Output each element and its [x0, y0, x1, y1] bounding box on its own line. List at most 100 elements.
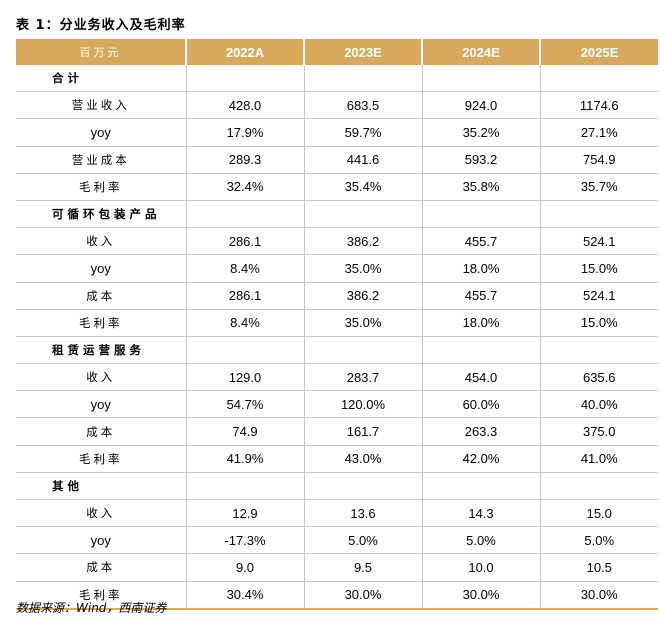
empty-cell [186, 65, 305, 93]
value-cell: 15.0% [540, 254, 658, 283]
table-row: yoy 17.9% 59.7% 35.2% 27.1% [16, 118, 658, 147]
section-title: 其他 [16, 472, 187, 501]
value-cell: 18.0% [422, 309, 541, 337]
source-note: 数据来源：Wind，西南证券 [16, 601, 167, 615]
table-row: yoy 8.4% 35.0% 18.0% 15.0% [16, 254, 658, 283]
value-cell: 161.7 [304, 417, 423, 446]
empty-cell [422, 65, 541, 93]
empty-cell [186, 336, 305, 365]
row-label: 营业收入 [16, 91, 187, 120]
table-row: 毛利率 32.4% 35.4% 35.8% 35.7% [16, 173, 658, 201]
table-row: 营业收入 428.0 683.5 924.0 1174.6 [16, 91, 658, 120]
value-cell: 13.6 [304, 499, 423, 528]
value-cell: 74.9 [186, 417, 305, 446]
value-cell: 454.0 [422, 363, 541, 392]
header-row: 百万元 2022A 2023E 2024E 2025E [16, 39, 658, 65]
row-label: yoy [16, 254, 187, 283]
value-cell: 40.0% [540, 390, 658, 419]
table-header: 百万元 2022A 2023E 2024E 2025E [16, 39, 658, 65]
header-year: 2023E [304, 39, 423, 65]
empty-cell [304, 200, 423, 229]
value-cell: 15.0% [540, 309, 658, 337]
value-cell: 8.4% [186, 254, 305, 283]
empty-cell [540, 472, 658, 501]
empty-cell [540, 200, 658, 229]
value-cell: 441.6 [304, 146, 423, 174]
value-cell: 30.0% [540, 581, 658, 610]
value-cell: 375.0 [540, 417, 658, 446]
empty-cell [186, 472, 305, 501]
value-cell: 924.0 [422, 91, 541, 120]
empty-cell [540, 65, 658, 93]
empty-cell [304, 65, 423, 93]
row-label: 收入 [16, 363, 187, 392]
value-cell: 35.7% [540, 173, 658, 201]
value-cell: 683.5 [304, 91, 423, 120]
value-cell: 455.7 [422, 227, 541, 256]
value-cell: 635.6 [540, 363, 658, 392]
value-cell: 15.0 [540, 499, 658, 528]
value-cell: 386.2 [304, 227, 423, 256]
value-cell: 17.9% [186, 118, 305, 147]
value-cell: 5.0% [540, 526, 658, 555]
value-cell: 12.9 [186, 499, 305, 528]
value-cell: 386.2 [304, 282, 423, 310]
section-row: 租赁运营服务 [16, 336, 658, 365]
header-unit: 百万元 [16, 39, 187, 65]
value-cell: 18.0% [422, 254, 541, 283]
value-cell: 54.7% [186, 390, 305, 419]
value-cell: 41.9% [186, 445, 305, 473]
header-year: 2025E [540, 39, 658, 65]
value-cell: 129.0 [186, 363, 305, 392]
value-cell: 59.7% [304, 118, 423, 147]
value-cell: 30.0% [422, 581, 541, 610]
empty-cell [422, 472, 541, 501]
table-row: 毛利率 8.4% 35.0% 18.0% 15.0% [16, 309, 658, 337]
table-row: 收入 286.1 386.2 455.7 524.1 [16, 227, 658, 256]
row-label: 毛利率 [16, 173, 187, 201]
value-cell: 35.8% [422, 173, 541, 201]
value-cell: 524.1 [540, 227, 658, 256]
value-cell: 593.2 [422, 146, 541, 174]
value-cell: 283.7 [304, 363, 423, 392]
financial-table: 百万元 2022A 2023E 2024E 2025E 合计 营业收入 428.0 6… [16, 39, 658, 610]
value-cell: 286.1 [186, 282, 305, 310]
row-label: 收入 [16, 499, 187, 528]
header-year: 2022A [186, 39, 305, 65]
table-row: 成本 74.9 161.7 263.3 375.0 [16, 417, 658, 446]
value-cell: 120.0% [304, 390, 423, 419]
value-cell: 263.3 [422, 417, 541, 446]
value-cell: 35.4% [304, 173, 423, 201]
table-row: 毛利率 30.4% 30.0% 30.0% 30.0% [16, 581, 658, 610]
section-title: 可循环包装产品 [16, 200, 187, 229]
row-label: 收入 [16, 227, 187, 256]
value-cell: 286.1 [186, 227, 305, 256]
value-cell: 43.0% [304, 445, 423, 473]
empty-cell [422, 336, 541, 365]
value-cell: 32.4% [186, 173, 305, 201]
table-row: yoy -17.3% 5.0% 5.0% 5.0% [16, 526, 658, 555]
row-label: 毛利率 [16, 445, 187, 473]
row-label: 毛利率 [16, 309, 187, 337]
section-title: 合计 [16, 65, 187, 93]
value-cell: 289.3 [186, 146, 305, 174]
row-label: 成本 [16, 553, 187, 582]
row-label: yoy [16, 118, 187, 147]
row-label: yoy [16, 526, 187, 555]
table-row: yoy 54.7% 120.0% 60.0% 40.0% [16, 390, 658, 419]
section-title: 租赁运营服务 [16, 336, 187, 365]
table-row: 毛利率 41.9% 43.0% 42.0% 41.0% [16, 445, 658, 473]
row-label: 毛利率 [16, 581, 187, 610]
empty-cell [422, 200, 541, 229]
empty-cell [186, 200, 305, 229]
header-year: 2024E [422, 39, 541, 65]
table-body: 合计 营业收入 428.0 683.5 924.0 1174.6 yoy 17.9% 59.7%… [16, 65, 658, 610]
section-row: 可循环包装产品 [16, 200, 658, 229]
value-cell: 10.5 [540, 553, 658, 582]
value-cell: -17.3% [186, 526, 305, 555]
section-row: 其他 [16, 472, 658, 501]
row-label: 成本 [16, 417, 187, 446]
table-title: 表 1：分业务收入及毛利率 [16, 18, 186, 33]
table-row: 收入 12.9 13.6 14.3 15.0 [16, 499, 658, 528]
value-cell: 9.0 [186, 553, 305, 582]
